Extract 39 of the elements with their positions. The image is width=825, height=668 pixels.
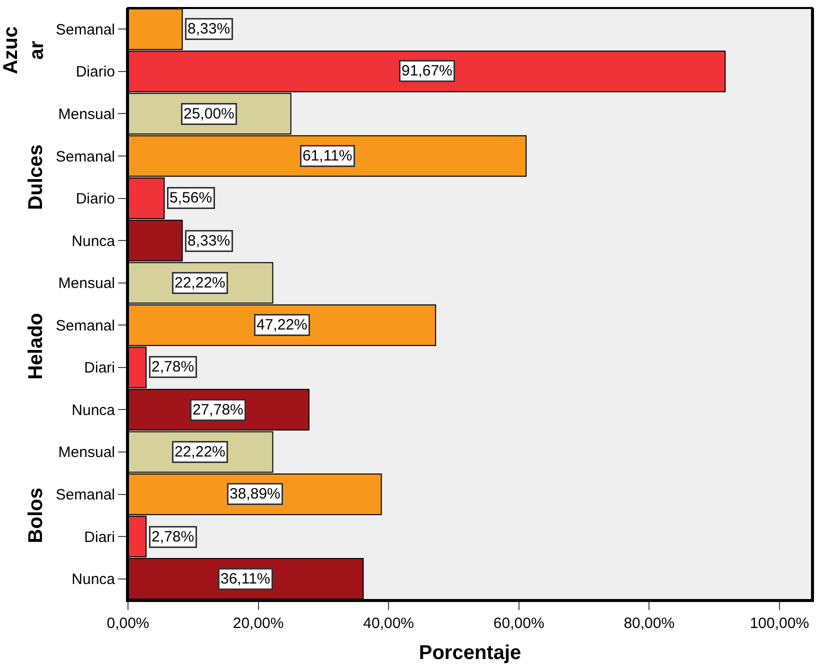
x-tick-label: 40,00% bbox=[363, 615, 414, 632]
data-label: 22,22% bbox=[174, 274, 226, 292]
y-tick-label: Nunca bbox=[72, 402, 116, 419]
y-axis-title: Bolos bbox=[24, 488, 47, 544]
data-label: 91,67% bbox=[402, 62, 452, 80]
y-tick-label: Nunca bbox=[72, 232, 116, 250]
y-tick-label: Diari bbox=[84, 528, 115, 546]
data-label: 61,11% bbox=[302, 148, 352, 164]
y-tick-label: Mensual bbox=[58, 106, 115, 123]
data-label: 38,89% bbox=[230, 486, 280, 502]
y-tick-label: Semanal bbox=[56, 317, 115, 334]
y-axis-title: Dulces bbox=[24, 144, 47, 210]
data-label: 47,22% bbox=[256, 316, 308, 334]
data-label: 36,11% bbox=[220, 570, 270, 588]
y-axis-title: Helado bbox=[24, 312, 47, 380]
x-tick-label: 0,00% bbox=[106, 615, 150, 632]
y-axis-title: Azuc ar bbox=[0, 26, 48, 74]
y-tick-label: Mensual bbox=[58, 444, 115, 462]
data-label: 2,78% bbox=[152, 358, 194, 376]
y-tick-label: Diario bbox=[76, 190, 115, 208]
data-label: 25,00% bbox=[184, 106, 234, 122]
y-tick-label: Semanal bbox=[56, 21, 115, 38]
y-tick-label: Semanal bbox=[56, 148, 115, 166]
x-axis-title: Porcentaje bbox=[418, 642, 522, 664]
data-label: 8,33% bbox=[188, 20, 230, 38]
data-label: 2,78% bbox=[152, 528, 194, 546]
x-tick-label: 20,00% bbox=[232, 615, 284, 632]
y-tick-label: Mensual bbox=[58, 275, 115, 292]
y-tick-label: Semanal bbox=[56, 486, 115, 504]
y-tick-label: Diario bbox=[76, 64, 115, 81]
x-tick-label: 80,00% bbox=[624, 615, 675, 632]
data-label: 5,56% bbox=[170, 190, 212, 206]
x-tick-label: 60,00% bbox=[493, 615, 544, 632]
x-tick-label: 100,00% bbox=[750, 615, 810, 632]
y-tick-label: Diari bbox=[84, 360, 115, 377]
data-label: 8,33% bbox=[188, 232, 230, 250]
data-label: 22,22% bbox=[174, 444, 226, 460]
y-tick-label: Nunca bbox=[72, 571, 116, 588]
data-label: 27,78% bbox=[192, 402, 244, 418]
